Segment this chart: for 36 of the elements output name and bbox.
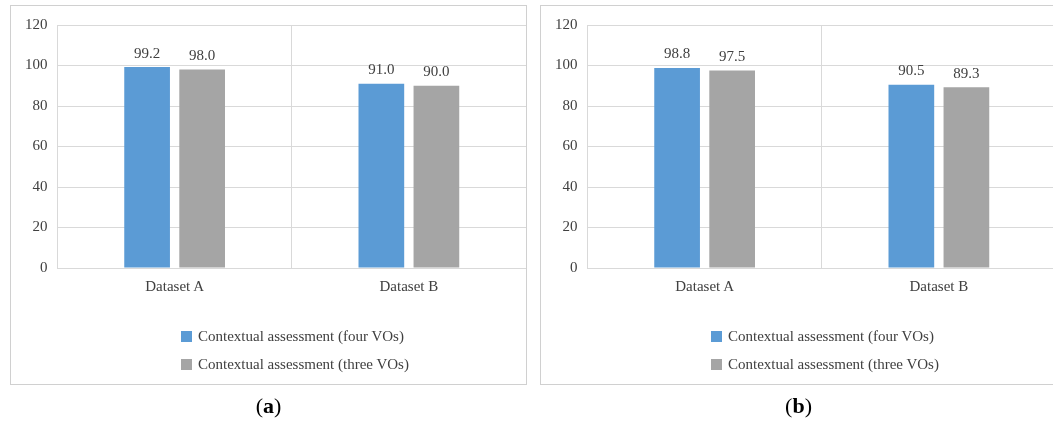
data-label: 90.5 — [898, 62, 925, 79]
y-tick-label: 120 — [555, 15, 578, 32]
x-tick-label: Dataset B — [909, 277, 969, 294]
data-label: 90.0 — [423, 63, 450, 80]
legend-label: Contextual assessment (four VOs) — [198, 327, 404, 345]
y-tick-label: 100 — [25, 56, 48, 73]
x-tick-label: Dataset A — [675, 277, 735, 294]
legend-label: Contextual assessment (three VOs) — [728, 355, 939, 373]
y-tick-label: 40 — [562, 177, 578, 194]
legend-label: Contextual assessment (three VOs) — [198, 355, 409, 373]
legend-label: Contextual assessment (four VOs) — [728, 327, 934, 345]
data-label: 97.5 — [719, 48, 746, 64]
x-tick-label: Dataset A — [145, 277, 205, 294]
bar — [124, 67, 170, 268]
y-tick-label: 60 — [562, 137, 578, 154]
y-tick-label: 60 — [32, 137, 48, 154]
bar — [413, 85, 460, 268]
y-tick-label: 80 — [562, 96, 578, 113]
y-tick-label: 80 — [32, 96, 48, 113]
data-label: 91.0 — [368, 61, 395, 78]
text: (b) — [784, 393, 813, 419]
x-tick-label: Dataset B — [379, 277, 439, 294]
y-tick-label: 0 — [40, 258, 48, 275]
data-label: 98.8 — [663, 45, 691, 62]
text: (a) — [254, 393, 283, 419]
data-label: 89.3 — [953, 64, 980, 81]
y-tick-label: 120 — [25, 15, 48, 32]
data-label: 98.0 — [189, 46, 216, 63]
y-tick-label: 100 — [555, 56, 578, 73]
y-tick-label: 20 — [562, 218, 578, 235]
y-tick-label: 20 — [32, 218, 48, 235]
bar — [179, 69, 225, 268]
data-label: 99.2 — [133, 44, 161, 61]
bar — [358, 83, 405, 268]
y-tick-label: 40 — [32, 177, 48, 194]
y-tick-label: 0 — [570, 258, 578, 275]
